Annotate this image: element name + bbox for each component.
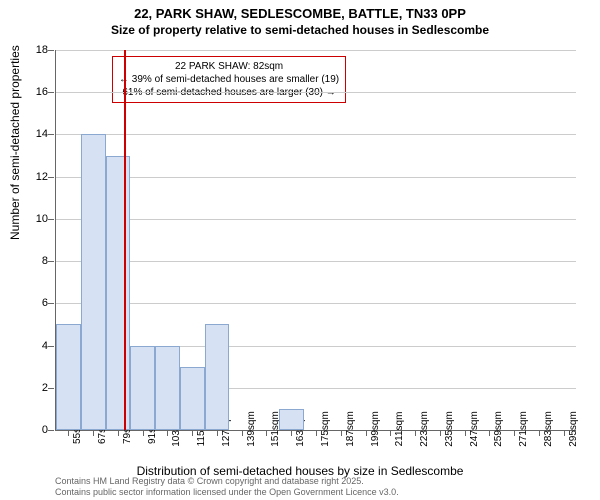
- y-tick: [48, 261, 54, 262]
- histogram-bar: [155, 346, 180, 430]
- x-tick-label: 259sqm: [493, 411, 504, 447]
- histogram-bar: [180, 367, 205, 430]
- y-tick-label: 14: [26, 128, 48, 140]
- x-tick: [192, 430, 193, 436]
- y-tick-label: 6: [26, 297, 48, 309]
- y-tick-label: 8: [26, 255, 48, 267]
- x-tick-label: 139sqm: [246, 411, 257, 447]
- x-tick: [390, 430, 391, 436]
- grid-line: [56, 303, 576, 304]
- y-tick: [48, 50, 54, 51]
- x-tick-label: 295sqm: [568, 411, 579, 447]
- x-tick-label: 199sqm: [370, 411, 381, 447]
- grid-line: [56, 92, 576, 93]
- plot-area: 22 PARK SHAW: 82sqm ← 39% of semi-detach…: [55, 50, 576, 431]
- grid-line: [56, 261, 576, 262]
- y-tick-label: 0: [26, 424, 48, 436]
- annotation-line2: ← 39% of semi-detached houses are smalle…: [119, 73, 339, 86]
- histogram-bar: [130, 346, 155, 430]
- x-tick: [93, 430, 94, 436]
- grid-line: [56, 219, 576, 220]
- x-tick-label: 247sqm: [469, 411, 480, 447]
- y-tick: [48, 219, 54, 220]
- footer-line1: Contains HM Land Registry data © Crown c…: [55, 476, 399, 487]
- y-tick-label: 10: [26, 213, 48, 225]
- x-tick: [489, 430, 490, 436]
- x-tick: [291, 430, 292, 436]
- y-axis-label: Number of semi-detached properties: [8, 45, 22, 240]
- x-tick: [143, 430, 144, 436]
- y-tick: [48, 177, 54, 178]
- x-tick-label: 187sqm: [345, 411, 356, 447]
- y-tick: [48, 134, 54, 135]
- y-tick: [48, 388, 54, 389]
- y-tick: [48, 430, 54, 431]
- x-tick-label: 211sqm: [394, 412, 405, 447]
- x-tick: [539, 430, 540, 436]
- x-tick: [242, 430, 243, 436]
- histogram-bar: [106, 156, 131, 430]
- y-tick-label: 16: [26, 86, 48, 98]
- y-tick-label: 2: [26, 382, 48, 394]
- x-tick: [266, 430, 267, 436]
- y-tick-label: 18: [26, 44, 48, 56]
- footer-attribution: Contains HM Land Registry data © Crown c…: [55, 476, 399, 498]
- marker-line: [124, 50, 126, 430]
- x-tick-label: 175sqm: [320, 411, 331, 447]
- x-tick: [465, 430, 466, 436]
- x-tick: [68, 430, 69, 436]
- footer-line2: Contains public sector information licen…: [55, 487, 399, 498]
- grid-line: [56, 177, 576, 178]
- x-tick-label: 235sqm: [444, 411, 455, 447]
- x-tick: [564, 430, 565, 436]
- histogram-bar: [279, 409, 304, 430]
- histogram-bar: [56, 324, 81, 430]
- x-tick-label: 271sqm: [518, 411, 529, 447]
- annotation-box: 22 PARK SHAW: 82sqm ← 39% of semi-detach…: [112, 56, 346, 103]
- annotation-line1: 22 PARK SHAW: 82sqm: [119, 60, 339, 73]
- x-tick: [366, 430, 367, 436]
- y-tick: [48, 303, 54, 304]
- grid-line: [56, 50, 576, 51]
- grid-line: [56, 134, 576, 135]
- x-tick: [217, 430, 218, 436]
- y-tick-label: 4: [26, 340, 48, 352]
- x-tick: [316, 430, 317, 436]
- y-tick-label: 12: [26, 171, 48, 183]
- x-tick-label: 283sqm: [543, 411, 554, 447]
- x-tick: [415, 430, 416, 436]
- y-tick: [48, 92, 54, 93]
- x-tick: [341, 430, 342, 436]
- x-tick: [440, 430, 441, 436]
- x-tick: [118, 430, 119, 436]
- x-tick-label: 223sqm: [419, 411, 430, 447]
- x-tick: [514, 430, 515, 436]
- x-tick: [167, 430, 168, 436]
- histogram-bar: [81, 134, 106, 430]
- y-tick: [48, 346, 54, 347]
- chart-container: 22, PARK SHAW, SEDLESCOMBE, BATTLE, TN33…: [0, 0, 600, 500]
- histogram-bar: [205, 324, 230, 430]
- chart-subtitle: Size of property relative to semi-detach…: [0, 21, 600, 37]
- chart-title: 22, PARK SHAW, SEDLESCOMBE, BATTLE, TN33…: [0, 0, 600, 21]
